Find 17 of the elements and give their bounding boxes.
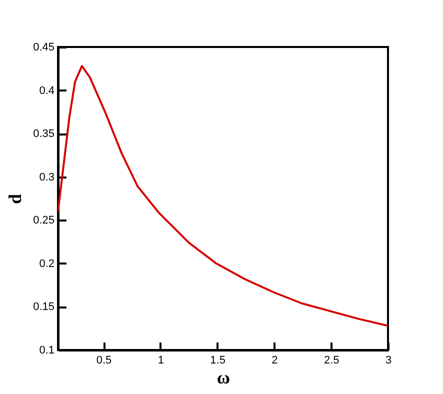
x-tick-label: 3 [385, 354, 392, 366]
y-tick-label: 0.2 [39, 258, 54, 270]
y-tick-label: 0.15 [33, 301, 54, 314]
x-tick-label: 2.5 [324, 354, 340, 366]
x-tick-label: 1 [158, 354, 164, 366]
x-tick-label: 0.5 [96, 354, 112, 366]
y-axis-title: d [5, 194, 26, 204]
y-tick-label: 0.35 [33, 128, 54, 140]
y-tick-label: 0.1 [39, 344, 54, 356]
y-tick-label: 0.25 [33, 214, 54, 227]
y-tick-label: 0.45 [33, 42, 54, 54]
y-tick-label: 0.4 [39, 84, 54, 97]
x-tick-label: 1.5 [210, 354, 226, 366]
y-tick-label: 0.3 [39, 171, 54, 184]
line-series [58, 65, 388, 327]
x-axis-title: ω [216, 368, 230, 388]
x-tick-label: 2 [272, 354, 278, 366]
